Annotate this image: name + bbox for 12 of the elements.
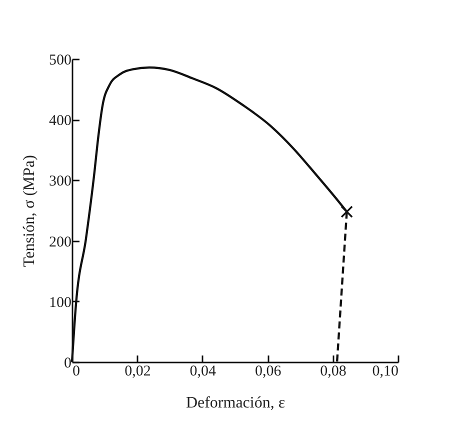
y-tick-label: 200 (49, 234, 72, 250)
y-tick-label: 300 (49, 174, 72, 190)
x-tick-label: 0,10 (372, 364, 398, 380)
x-tick-label: 0,08 (320, 364, 346, 380)
y-tick-label: 500 (49, 52, 72, 68)
y-axis-title: Tensión, σ (MPa) (21, 155, 38, 267)
x-tick-label: 0,02 (124, 364, 151, 380)
y-tick-label: 100 (49, 294, 72, 311)
x-tick-label: 0,06 (254, 364, 282, 380)
x-tick-label: 0,04 (190, 364, 217, 380)
x-axis-title: Deformación, ε (186, 394, 286, 412)
y-tick-label: 400 (49, 113, 72, 130)
